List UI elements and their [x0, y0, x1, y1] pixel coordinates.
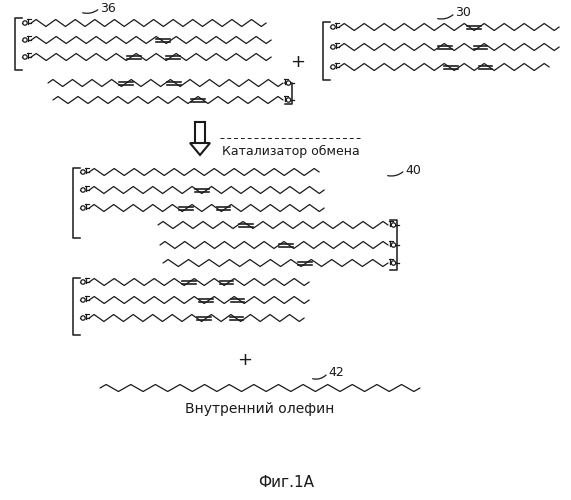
- Text: 36: 36: [100, 2, 116, 15]
- Circle shape: [23, 38, 27, 42]
- Text: +: +: [238, 351, 252, 369]
- Text: Катализатор обмена: Катализатор обмена: [222, 145, 360, 158]
- Text: 30: 30: [455, 6, 471, 20]
- Circle shape: [331, 45, 335, 49]
- Circle shape: [331, 25, 335, 29]
- Circle shape: [81, 188, 85, 192]
- Circle shape: [286, 81, 291, 85]
- Text: Фиг.1А: Фиг.1А: [258, 475, 314, 490]
- Circle shape: [81, 280, 85, 284]
- Circle shape: [23, 55, 27, 59]
- Circle shape: [81, 170, 85, 174]
- Text: 40: 40: [405, 164, 421, 176]
- Text: 42: 42: [328, 366, 344, 380]
- Circle shape: [391, 223, 396, 227]
- Text: Внутренний олефин: Внутренний олефин: [186, 402, 335, 416]
- Circle shape: [81, 206, 85, 210]
- Polygon shape: [190, 143, 210, 155]
- Circle shape: [81, 316, 85, 320]
- Circle shape: [81, 298, 85, 302]
- Circle shape: [23, 21, 27, 25]
- Circle shape: [286, 98, 291, 102]
- Text: +: +: [291, 53, 305, 71]
- Circle shape: [331, 65, 335, 69]
- Circle shape: [391, 243, 396, 247]
- Circle shape: [391, 261, 396, 265]
